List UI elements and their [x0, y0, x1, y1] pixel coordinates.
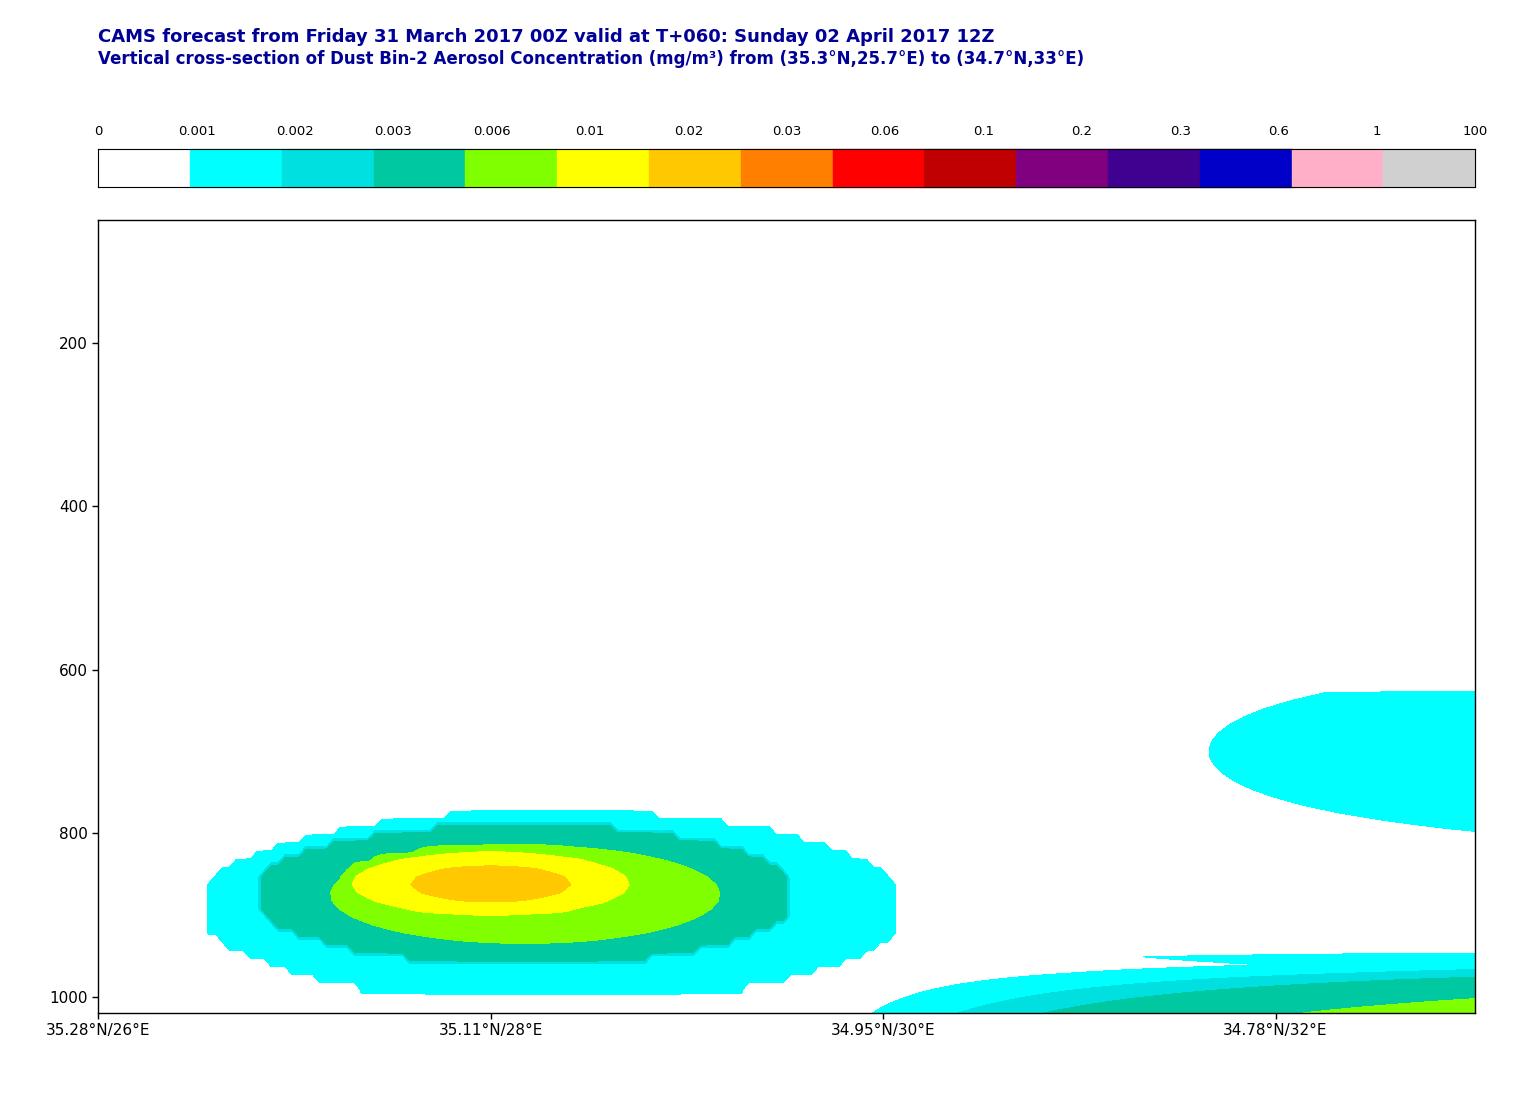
Bar — [466, 149, 557, 187]
Text: 0.001: 0.001 — [179, 124, 215, 138]
Text: 0.002: 0.002 — [277, 124, 313, 138]
Text: 0.03: 0.03 — [772, 124, 802, 138]
Text: 100: 100 — [1463, 124, 1487, 138]
Text: 0: 0 — [94, 124, 103, 138]
Text: Vertical cross-section of Dust Bin-2 Aerosol Concentration (mg/m³) from (35.3°N,: Vertical cross-section of Dust Bin-2 Aer… — [98, 50, 1085, 67]
Bar — [281, 149, 374, 187]
Bar — [98, 149, 191, 187]
Bar — [649, 149, 741, 187]
Text: 0.01: 0.01 — [575, 124, 605, 138]
Text: 0.1: 0.1 — [973, 124, 994, 138]
Bar — [1108, 149, 1200, 187]
Bar — [374, 149, 466, 187]
Text: 1: 1 — [1372, 124, 1381, 138]
Bar — [1200, 149, 1292, 187]
Bar — [557, 149, 649, 187]
Text: 0.3: 0.3 — [1170, 124, 1191, 138]
Bar — [832, 149, 924, 187]
Text: 0.02: 0.02 — [673, 124, 704, 138]
Bar — [1017, 149, 1108, 187]
Text: 0.06: 0.06 — [870, 124, 900, 138]
Text: 0.2: 0.2 — [1071, 124, 1092, 138]
Bar — [924, 149, 1017, 187]
Bar — [1292, 149, 1383, 187]
Text: 0.003: 0.003 — [375, 124, 412, 138]
Bar — [191, 149, 281, 187]
Bar — [741, 149, 832, 187]
Text: CAMS forecast from Friday 31 March 2017 00Z valid at T+060: Sunday 02 April 2017: CAMS forecast from Friday 31 March 2017 … — [98, 28, 994, 45]
Text: 0.006: 0.006 — [474, 124, 510, 138]
Bar — [1383, 149, 1475, 187]
Text: 0.6: 0.6 — [1268, 124, 1289, 138]
